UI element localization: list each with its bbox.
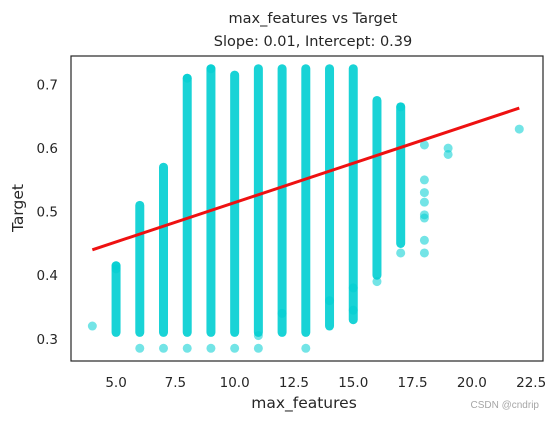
scatter-point: [206, 64, 216, 74]
x-tick-label: 12.5: [279, 375, 309, 391]
x-tick-label: 15.0: [338, 375, 368, 391]
scatter-point: [277, 308, 287, 318]
scatter-point: [419, 175, 429, 185]
axis-ticks: 5.0 7.5 10.0 12.5 15.0 17.5 20.0 22.5 0.3 0.4 0.5 0…: [37, 78, 547, 391]
y-tick-label: 0.6: [37, 141, 58, 157]
scatter-point: [206, 343, 216, 353]
scatter-point: [182, 73, 192, 83]
scatter-point: [325, 296, 335, 306]
scatter-point: [301, 343, 311, 353]
scatter-point: [396, 248, 406, 258]
y-tick-label: 0.3: [37, 332, 58, 348]
scatter-point: [443, 143, 453, 153]
scatter-point: [230, 343, 240, 353]
regression-line: [91, 106, 520, 252]
scatter-point: [419, 197, 429, 207]
scatter-point: [253, 331, 263, 341]
x-axis-label: max_features: [251, 394, 357, 413]
y-tick-label: 0.7: [37, 78, 58, 94]
chart-subtitle: Slope: 0.01, Intercept: 0.39: [214, 34, 413, 50]
watermark: CSDN @cndrip: [470, 400, 539, 411]
x-tick-label: 7.5: [165, 375, 186, 391]
scatter-point: [419, 248, 429, 258]
y-axis-label: Target: [9, 184, 27, 233]
scatter-point: [135, 343, 145, 353]
plot-frame: [70, 55, 544, 362]
x-tick-label: 10.0: [220, 375, 250, 391]
plot-marks: [87, 64, 524, 353]
x-tick-label: 17.5: [398, 375, 428, 391]
scatter-point: [396, 102, 406, 112]
scatter-point: [87, 321, 97, 331]
scatter-point: [182, 343, 192, 353]
scatter-point: [514, 124, 524, 134]
scatter-point: [419, 235, 429, 245]
scatter-point: [419, 210, 429, 220]
scatter-point: [372, 277, 382, 287]
scatter-point: [159, 343, 169, 353]
chart-title: max_features vs Target: [229, 11, 398, 27]
scatter-point: [111, 261, 121, 271]
y-tick-label: 0.5: [37, 205, 58, 221]
scatter-point: [253, 343, 263, 353]
x-tick-label: 5.0: [105, 375, 126, 391]
x-tick-label: 20.0: [457, 375, 487, 391]
scatter-point: [443, 149, 453, 159]
y-tick-label: 0.4: [37, 268, 58, 284]
scatter-point: [348, 305, 358, 315]
scatter-point: [419, 140, 429, 150]
scatter-point: [419, 188, 429, 198]
x-tick-label: 22.5: [516, 375, 546, 391]
scatter-point: [348, 283, 358, 293]
